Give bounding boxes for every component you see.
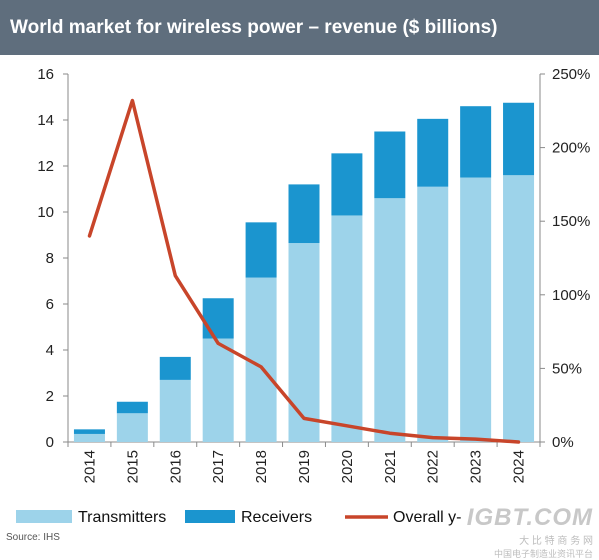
bar-transmitters — [331, 215, 362, 442]
watermark-line2: 中国电子制造业资讯平台 — [467, 547, 593, 560]
x-tick-label: 2019 — [296, 450, 313, 483]
legend-swatch-receivers — [185, 510, 235, 523]
watermark-line1: 大 比 特 商 务 网 — [467, 532, 593, 547]
left-tick-label: 12 — [37, 158, 54, 175]
right-tick-label: 0% — [552, 434, 574, 451]
x-tick-label: 2017 — [210, 450, 227, 483]
bar-transmitters — [374, 198, 405, 442]
x-tick-label: 2015 — [124, 450, 141, 483]
left-tick-label: 0 — [46, 434, 54, 451]
bar-transmitters — [160, 380, 191, 442]
x-tick-label: 2023 — [468, 450, 485, 483]
right-tick-label: 200% — [552, 140, 590, 157]
bar-receivers — [331, 153, 362, 215]
right-tick-label: 50% — [552, 360, 582, 377]
watermark: IGBT.COM 大 比 特 商 务 网 中国电子制造业资讯平台 — [467, 504, 593, 560]
x-axis-labels: 2014 2015 2016 2017 2018 2019 2020 2021 2022 2023… — [81, 450, 527, 483]
x-tick-label: 2020 — [339, 450, 356, 483]
bar-receivers — [246, 222, 277, 277]
bar-transmitters — [503, 175, 534, 442]
left-tick-label: 14 — [37, 112, 54, 129]
bar-receivers — [203, 298, 234, 338]
bar-transmitters — [203, 339, 234, 443]
watermark-logo: IGBT.COM — [467, 504, 593, 532]
x-tick-label: 2016 — [167, 450, 184, 483]
left-tick-label: 10 — [37, 204, 54, 221]
bar-receivers — [374, 132, 405, 199]
left-tick-label: 2 — [46, 388, 54, 405]
bar-receivers — [460, 106, 491, 177]
bar-transmitters — [417, 187, 448, 442]
bar-transmitters — [289, 243, 320, 442]
right-tick-label: 100% — [552, 287, 590, 304]
bars — [74, 103, 534, 442]
legend-label-receivers: Receivers — [241, 509, 312, 526]
x-tick-label: 2022 — [425, 450, 442, 483]
bar-transmitters — [74, 434, 105, 442]
x-tick-label: 2014 — [81, 450, 98, 483]
x-tick-label: 2024 — [511, 450, 528, 483]
legend-label-transmitters: Transmitters — [78, 509, 166, 526]
right-tick-label: 150% — [552, 213, 590, 230]
source-note: Source: IHS — [6, 532, 60, 543]
left-tick-label: 8 — [46, 250, 54, 267]
bar-receivers — [417, 119, 448, 187]
bar-receivers — [289, 184, 320, 243]
bar-receivers — [74, 429, 105, 434]
bar-receivers — [117, 402, 148, 414]
left-tick-label: 16 — [37, 66, 54, 83]
x-tick-label: 2021 — [382, 450, 399, 483]
bar-receivers — [503, 103, 534, 175]
bar-transmitters — [117, 413, 148, 442]
left-tick-label: 4 — [46, 342, 54, 359]
right-tick-label: 250% — [552, 66, 590, 83]
bar-transmitters — [460, 178, 491, 443]
x-tick-label: 2018 — [253, 450, 270, 483]
bar-receivers — [160, 357, 191, 380]
legend-swatch-transmitters — [16, 510, 72, 523]
left-tick-label: 6 — [46, 296, 54, 313]
